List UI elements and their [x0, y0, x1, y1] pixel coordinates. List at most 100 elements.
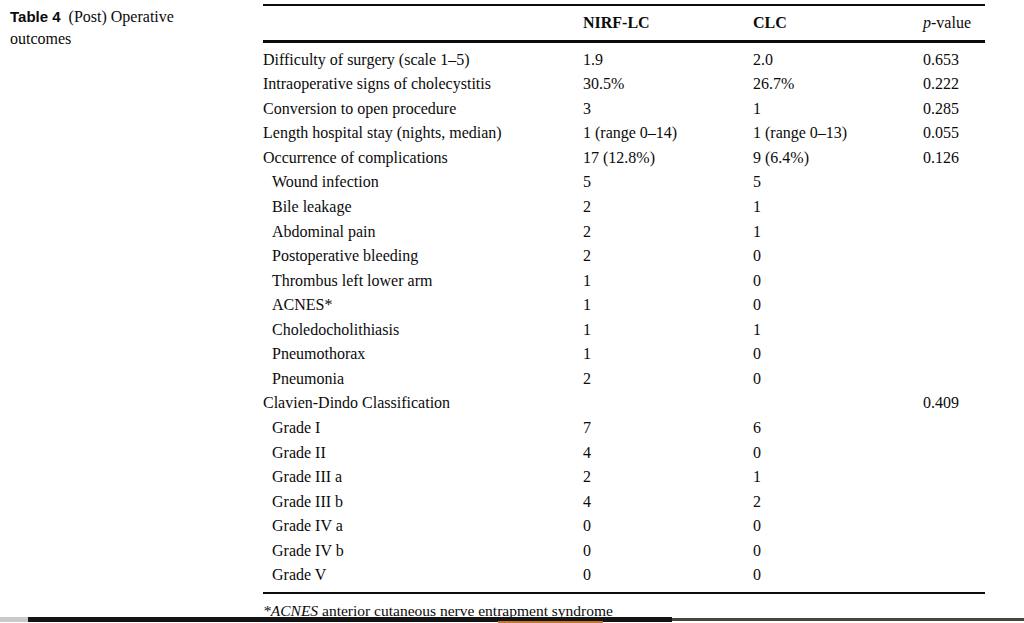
cell-clc: 0	[753, 441, 761, 466]
cell-nirf: 1 (range 0–14)	[583, 121, 677, 146]
row-label: Length hospital stay (nights, median)	[263, 121, 502, 146]
cell-nirf: 1	[583, 293, 591, 318]
page-edge-light	[0, 617, 28, 622]
cell-clc: 0	[753, 244, 761, 269]
row-label: Conversion to open procedure	[263, 97, 456, 122]
table-row: Grade IV b 0 0	[263, 539, 985, 564]
table-row: ACNES* 1 0	[263, 293, 985, 318]
cell-nirf: 0	[583, 563, 591, 588]
table-row: Clavien-Dindo Classification 0.409	[263, 391, 985, 416]
cell-clc: 1	[753, 465, 761, 490]
row-label: Pneumonia	[272, 367, 344, 392]
row-label: Grade V	[272, 563, 326, 588]
row-label: Occurrence of complications	[263, 146, 448, 171]
table-row: Postoperative bleeding 2 0	[263, 244, 985, 269]
cell-nirf: 1	[583, 342, 591, 367]
table-row: Grade I 7 6	[263, 416, 985, 441]
cell-clc: 2.0	[753, 48, 773, 73]
row-label: Thrombus left lower arm	[272, 269, 432, 294]
table-caption-label: Table 4	[10, 8, 61, 25]
cell-p: 0.653	[923, 48, 959, 73]
cell-nirf: 2	[583, 220, 591, 245]
cell-nirf: 0	[583, 539, 591, 564]
row-label: Grade IV b	[272, 539, 344, 564]
row-label: Grade II	[272, 441, 326, 466]
table-row: Grade V 0 0	[263, 563, 985, 588]
table-row: Intraoperative signs of cholecystitis 30.…	[263, 72, 985, 97]
cell-nirf: 1.9	[583, 48, 603, 73]
table-row: Grade II 4 0	[263, 441, 985, 466]
cell-clc: 0	[753, 342, 761, 367]
row-label: Choledocholithiasis	[272, 318, 399, 343]
table-row: Grade III a21	[263, 465, 985, 490]
page: Table 4(Post) Operative outcomes NIRF-LC…	[0, 0, 1024, 623]
cell-p: 0.055	[923, 121, 959, 146]
row-label: ACNES*	[272, 293, 332, 318]
row-label: Intraoperative signs of cholecystitis	[263, 72, 491, 97]
row-label: Grade IV a	[272, 514, 343, 539]
cell-clc: 1	[753, 97, 761, 122]
cell-clc: 0	[753, 539, 761, 564]
table-row: Grade III b 4 2	[263, 490, 985, 515]
cell-nirf: 4	[583, 490, 591, 515]
table-row: Thrombus left lower arm 1 0	[263, 269, 985, 294]
row-label: Grade III a	[272, 465, 342, 490]
cell-clc: 1	[753, 220, 761, 245]
table-row: Occurrence of complications17 (12.8%)9 (…	[263, 146, 985, 171]
row-label: Bile leakage	[272, 195, 352, 220]
cell-nirf: 1	[583, 318, 591, 343]
row-label: Postoperative bleeding	[272, 244, 418, 269]
table-row: Conversion to open procedure 3 1 0.285	[263, 97, 985, 122]
table-header-row: NIRF-LC CLC p-value	[263, 14, 985, 36]
cell-clc: 2	[753, 490, 761, 515]
cell-clc: 1	[753, 318, 761, 343]
row-label: Grade I	[272, 416, 320, 441]
table-row: Pneumothorax 1 0	[263, 342, 985, 367]
table-row: Length hospital stay (nights, median) 1 (…	[263, 121, 985, 146]
table-header-rule	[263, 40, 985, 43]
p-value-italic-p: p	[923, 14, 931, 31]
p-value-rest: -value	[931, 14, 971, 31]
table-row: Abdominal pain 2 1	[263, 220, 985, 245]
row-label: Pneumothorax	[272, 342, 365, 367]
cell-clc: 0	[753, 293, 761, 318]
cell-nirf: 2	[583, 367, 591, 392]
table-row: Pneumonia 2 0	[263, 367, 985, 392]
table-row: Difficulty of surgery (scale 1–5)1.92.00…	[263, 48, 985, 73]
cell-nirf: 1	[583, 269, 591, 294]
outcomes-table: NIRF-LC CLC p-value Difficulty of surger…	[263, 0, 985, 623]
cell-nirf: 2	[583, 244, 591, 269]
cell-nirf: 4	[583, 441, 591, 466]
cell-p: 0.222	[923, 72, 959, 97]
column-header-nirf-lc: NIRF-LC	[583, 14, 650, 32]
table-row: Wound infection55	[263, 170, 985, 195]
table-row: Choledocholithiasis 1 1	[263, 318, 985, 343]
column-header-clc: CLC	[753, 14, 787, 32]
table-body: Difficulty of surgery (scale 1–5)1.92.00…	[263, 48, 985, 588]
cell-clc: 26.7%	[753, 72, 794, 97]
cell-clc: 0	[753, 269, 761, 294]
row-label: Clavien-Dindo Classification	[263, 391, 450, 416]
cell-nirf: 3	[583, 97, 591, 122]
cell-clc: 0	[753, 367, 761, 392]
cell-clc: 1 (range 0–13)	[753, 121, 847, 146]
row-label: Abdominal pain	[272, 220, 376, 245]
cell-clc: 6	[753, 416, 761, 441]
cell-nirf: 30.5%	[583, 72, 624, 97]
cell-clc: 1	[753, 195, 761, 220]
table-bottom-rule	[263, 592, 985, 594]
table-row: Grade IV a00	[263, 514, 985, 539]
table-caption: Table 4(Post) Operative outcomes	[10, 6, 202, 50]
table-row: Bile leakage 2 1	[263, 195, 985, 220]
cell-nirf: 0	[583, 514, 591, 539]
cell-nirf: 7	[583, 416, 591, 441]
cell-p: 0.285	[923, 97, 959, 122]
cell-nirf: 2	[583, 195, 591, 220]
cell-p: 0.409	[923, 391, 959, 416]
page-edge-thin-line	[672, 618, 1024, 621]
cell-clc: 9 (6.4%)	[753, 146, 809, 171]
cell-clc: 0	[753, 563, 761, 588]
row-label: Grade III b	[272, 490, 343, 515]
cell-clc: 5	[753, 170, 761, 195]
row-label: Wound infection	[272, 170, 379, 195]
